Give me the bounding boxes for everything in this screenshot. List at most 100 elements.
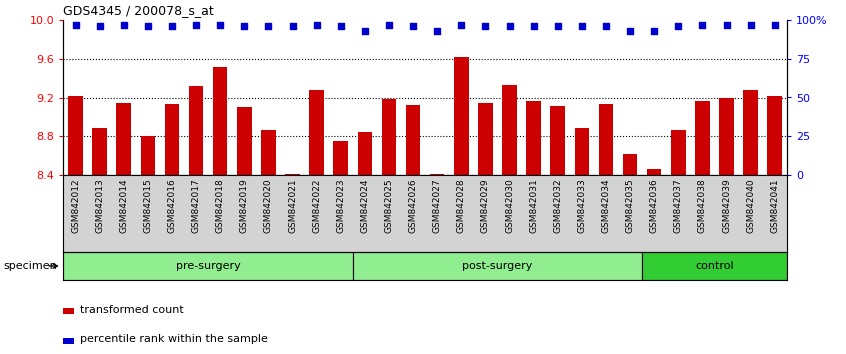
Text: GSM842015: GSM842015 [143, 178, 152, 233]
Bar [310, 90, 324, 175]
Bar [213, 67, 228, 175]
Text: GSM842022: GSM842022 [312, 178, 321, 233]
Text: GSM842028: GSM842028 [457, 178, 466, 233]
Text: GSM842032: GSM842032 [553, 178, 563, 233]
Point [527, 23, 541, 29]
Point [479, 23, 492, 29]
Text: GSM842024: GSM842024 [360, 178, 370, 233]
Point [334, 23, 348, 29]
Bar [623, 154, 637, 175]
Point [624, 28, 637, 34]
Bar [237, 107, 251, 175]
Bar [767, 96, 782, 175]
Point [695, 22, 709, 28]
Text: GSM842038: GSM842038 [698, 178, 707, 233]
Point [310, 22, 323, 28]
Text: GSM842041: GSM842041 [770, 178, 779, 233]
Bar [69, 96, 83, 175]
Bar [478, 103, 492, 175]
Text: pre-surgery: pre-surgery [176, 261, 240, 271]
Point [768, 22, 782, 28]
Text: GSM842026: GSM842026 [409, 178, 418, 233]
Point [93, 23, 107, 29]
Bar [189, 86, 203, 175]
Bar [285, 174, 299, 175]
Text: post-surgery: post-surgery [462, 261, 533, 271]
Bar [671, 130, 685, 175]
Text: GSM842012: GSM842012 [71, 178, 80, 233]
Point [672, 23, 685, 29]
Bar [140, 136, 155, 175]
Point [720, 22, 733, 28]
Bar [719, 97, 733, 175]
Point [190, 22, 203, 28]
Bar [92, 129, 107, 175]
Point [238, 23, 251, 29]
Bar [353, 252, 642, 280]
Bar [599, 104, 613, 175]
Point [286, 23, 299, 29]
Text: GSM842034: GSM842034 [602, 178, 611, 233]
Text: GSM842031: GSM842031 [529, 178, 538, 233]
Bar [430, 174, 444, 175]
Text: GSM842021: GSM842021 [288, 178, 297, 233]
Bar [647, 169, 662, 175]
Bar [526, 101, 541, 175]
Point [117, 22, 130, 28]
Text: GSM842036: GSM842036 [650, 178, 659, 233]
Point [141, 23, 155, 29]
Text: GSM842014: GSM842014 [119, 178, 129, 233]
Bar [406, 105, 420, 175]
Text: GSM842016: GSM842016 [168, 178, 177, 233]
Bar [454, 57, 469, 175]
Point [165, 23, 179, 29]
Point [575, 23, 589, 29]
Point [406, 23, 420, 29]
Bar [744, 90, 758, 175]
Bar [358, 132, 372, 175]
Point [647, 28, 661, 34]
Text: control: control [695, 261, 733, 271]
Point [503, 23, 516, 29]
Text: GSM842027: GSM842027 [432, 178, 442, 233]
Bar [117, 103, 131, 175]
Bar [551, 106, 565, 175]
Text: GSM842013: GSM842013 [95, 178, 104, 233]
Text: GDS4345 / 200078_s_at: GDS4345 / 200078_s_at [63, 5, 214, 17]
Bar [503, 85, 517, 175]
Bar [165, 104, 179, 175]
Point [599, 23, 613, 29]
Text: GSM842025: GSM842025 [384, 178, 393, 233]
Text: percentile rank within the sample: percentile rank within the sample [80, 335, 268, 344]
Point [454, 22, 468, 28]
Bar [63, 308, 74, 314]
Text: GSM842033: GSM842033 [577, 178, 586, 233]
Text: GSM842037: GSM842037 [673, 178, 683, 233]
Bar [574, 129, 589, 175]
Bar [695, 101, 710, 175]
Point [261, 23, 275, 29]
Text: GSM842039: GSM842039 [722, 178, 731, 233]
Point [551, 23, 564, 29]
Point [744, 22, 757, 28]
Text: transformed count: transformed count [80, 305, 184, 315]
Text: GSM842030: GSM842030 [505, 178, 514, 233]
Bar [63, 338, 74, 344]
Text: GSM842018: GSM842018 [216, 178, 225, 233]
Text: GSM842017: GSM842017 [191, 178, 201, 233]
Bar [261, 130, 276, 175]
Bar [382, 99, 396, 175]
Point [69, 22, 82, 28]
Bar [333, 141, 348, 175]
Text: GSM842023: GSM842023 [336, 178, 345, 233]
Point [431, 28, 444, 34]
Bar [642, 252, 787, 280]
Text: GSM842035: GSM842035 [625, 178, 634, 233]
Text: GSM842040: GSM842040 [746, 178, 755, 233]
Text: GSM842019: GSM842019 [239, 178, 249, 233]
Point [358, 28, 371, 34]
Bar [63, 252, 353, 280]
Point [213, 22, 227, 28]
Text: specimen: specimen [3, 261, 58, 271]
Text: GSM842029: GSM842029 [481, 178, 490, 233]
